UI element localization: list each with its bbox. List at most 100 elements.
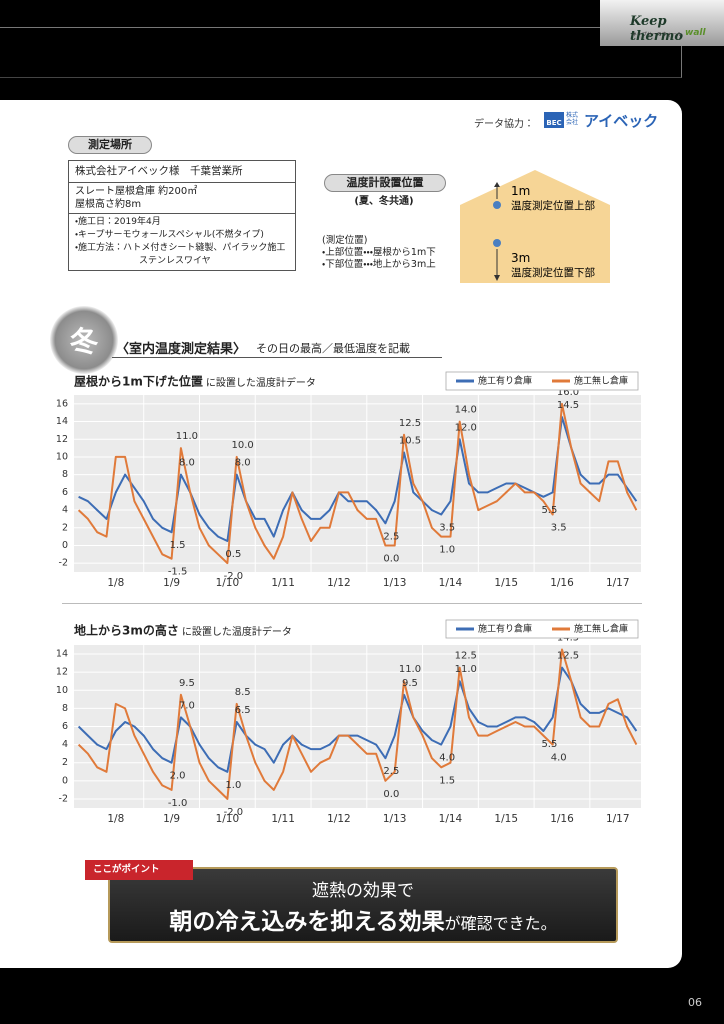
y-tick-label: 4 xyxy=(62,505,68,516)
value-label: 10.0 xyxy=(232,440,254,451)
value-label: 8.5 xyxy=(235,687,251,698)
y-tick-label: 14 xyxy=(56,649,68,660)
x-tick-label: 1/8 xyxy=(107,577,124,589)
value-label: 12.0 xyxy=(455,422,477,433)
arrow-head xyxy=(494,275,500,281)
location-row: 株式会社アイベック様 千葉営業所 xyxy=(69,161,295,183)
y-tick-label: 6 xyxy=(62,487,68,498)
sensor-subtitle: (夏、冬共通) xyxy=(354,196,414,207)
value-label: 5.5 xyxy=(541,739,557,750)
value-label: 4.0 xyxy=(439,753,455,764)
value-label: 5.5 xyxy=(541,505,557,516)
section-heading: 〈室内温度測定結果〉 xyxy=(116,342,247,357)
y-tick-label: -2 xyxy=(59,793,68,804)
legend-label: 施工無し倉庫 xyxy=(574,623,628,635)
brand-area: Keep thermo キープサーモウォール wall xyxy=(600,0,724,46)
x-tick-label: 1/16 xyxy=(550,813,574,825)
location-notes: ・施工日：2019年4月 ・キープサーモウォールスペシャル(不燃タイプ) ・施工… xyxy=(69,214,295,270)
value-label: 8.0 xyxy=(179,458,195,469)
credit-company-type: 株式会社 xyxy=(566,112,579,126)
value-label: -1.0 xyxy=(168,798,188,809)
value-label: 11.0 xyxy=(176,431,198,442)
location-row: スレート屋根倉庫 約200㎡ xyxy=(75,186,198,197)
legend-label: 施工有り倉庫 xyxy=(478,623,532,635)
value-label: 10.5 xyxy=(399,436,421,447)
section-subheading: その日の最高／最低温度を記載 xyxy=(256,342,410,355)
header-frame xyxy=(0,27,682,78)
x-tick-label: 1/17 xyxy=(606,577,630,589)
x-tick-label: 1/10 xyxy=(216,813,240,825)
value-label: 7.0 xyxy=(179,700,195,711)
y-tick-label: 10 xyxy=(56,451,68,462)
legend-box xyxy=(445,619,639,639)
callout-line2: 朝の冷え込みを抑える効果が確認できた。 xyxy=(108,902,618,936)
value-label: 12.5 xyxy=(455,651,477,662)
house-diagram: 1m 温度測定位置上部 3m 温度測定位置下部 xyxy=(460,170,610,283)
chart-divider xyxy=(62,603,642,604)
lower-label: 温度測定位置下部 xyxy=(511,266,595,279)
note: ・キープサーモウォールスペシャル(不燃タイプ) xyxy=(75,230,264,240)
legend-label: 施工有り倉庫 xyxy=(478,375,532,387)
heading-rule xyxy=(112,357,442,358)
series-line xyxy=(77,666,638,773)
x-tick-label: 1/15 xyxy=(494,577,518,589)
upper-label: 温度測定位置上部 xyxy=(511,199,595,212)
value-label: 11.0 xyxy=(455,664,477,675)
value-label: 16.0 xyxy=(557,387,579,398)
x-tick-label: 1/11 xyxy=(271,577,295,589)
y-tick-label: 4 xyxy=(62,739,68,750)
chart-title: 地上から3mの高さ xyxy=(74,623,179,638)
legend-label: 施工無し倉庫 xyxy=(574,375,628,387)
note: ・上部位置・・・屋根から1m下 xyxy=(322,247,436,258)
season: 冬 xyxy=(70,325,99,358)
callout-line1: 遮熱の効果で xyxy=(312,881,414,901)
callout-suffix: が確認できた。 xyxy=(444,914,557,933)
value-label: 1.5 xyxy=(170,540,186,551)
upper-distance: 1m xyxy=(511,184,530,198)
y-tick-label: -2 xyxy=(59,558,68,569)
note: (測定位置) xyxy=(322,235,368,246)
season-badge xyxy=(50,306,118,374)
y-tick-label: 2 xyxy=(62,757,68,768)
y-tick-label: 8 xyxy=(62,703,68,714)
value-label: 14.0 xyxy=(455,405,477,416)
brand-name: Keep thermo xyxy=(630,14,684,44)
location-title: 測定場所 xyxy=(68,136,152,154)
x-tick-label: 1/15 xyxy=(494,813,518,825)
chart-title-suffix: に設置した温度計データ xyxy=(206,376,316,389)
brand-sub: キープサーモウォール xyxy=(632,32,682,38)
plot-area xyxy=(74,395,641,572)
page-number: 06 xyxy=(688,996,702,1009)
value-label: 2.5 xyxy=(383,531,399,542)
arrow-head xyxy=(494,182,500,187)
value-label: -1.5 xyxy=(168,567,188,578)
note: ・施工方法：ハトメ付きシート縫製、パイラック施工 xyxy=(75,243,286,253)
sensor-dot xyxy=(493,201,501,209)
chart-title: 屋根から1m下げた位置 xyxy=(74,374,203,389)
value-label: 0.5 xyxy=(225,549,241,560)
callout-emphasis: 朝の冷え込みを抑える効果 xyxy=(169,909,445,935)
value-label: 0.0 xyxy=(383,553,399,564)
y-tick-label: 12 xyxy=(56,667,68,678)
value-label: 2.0 xyxy=(170,771,186,782)
value-label: 14.5 xyxy=(557,400,579,411)
value-label: 6.5 xyxy=(235,705,251,716)
series-line xyxy=(78,416,638,542)
series-line xyxy=(77,402,638,565)
value-label: 3.5 xyxy=(551,522,567,533)
y-tick-label: 0 xyxy=(62,540,68,551)
value-label: 1.0 xyxy=(225,780,241,791)
x-tick-label: 1/10 xyxy=(216,577,240,589)
sensor-title: 温度計設置位置 xyxy=(324,174,446,192)
y-tick-label: 0 xyxy=(62,775,68,786)
location-row: スレート屋根倉庫 約200㎡ 屋根高さ約8m xyxy=(69,183,295,214)
value-label: 9.5 xyxy=(179,678,195,689)
value-label: 12.5 xyxy=(399,418,421,429)
x-tick-label: 1/8 xyxy=(107,813,124,825)
value-label: -2.0 xyxy=(224,571,244,582)
value-label: 2.5 xyxy=(383,766,399,777)
x-tick-label: 1/13 xyxy=(383,577,407,589)
value-label: 8.0 xyxy=(235,458,251,469)
location-row: 屋根高さ約8m xyxy=(75,199,142,210)
